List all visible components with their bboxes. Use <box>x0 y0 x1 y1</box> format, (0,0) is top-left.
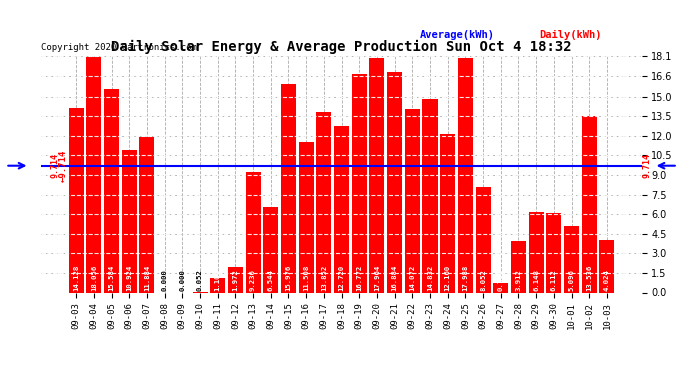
Text: 0.052: 0.052 <box>197 268 203 291</box>
Text: 16.884: 16.884 <box>392 264 397 291</box>
Text: 14.072: 14.072 <box>409 264 415 291</box>
Text: 6.112: 6.112 <box>551 268 557 291</box>
Text: 17.988: 17.988 <box>462 264 469 291</box>
Text: 5.096: 5.096 <box>569 268 575 291</box>
Text: 4.024: 4.024 <box>604 268 610 291</box>
Bar <box>369 58 384 292</box>
Bar <box>493 284 509 292</box>
Text: 12.160: 12.160 <box>444 264 451 291</box>
Bar <box>511 242 526 292</box>
Text: 14.128: 14.128 <box>73 264 79 291</box>
Bar <box>475 188 491 292</box>
Bar <box>316 112 331 292</box>
Bar <box>440 134 455 292</box>
Bar <box>121 150 137 292</box>
Text: 9.714: 9.714 <box>642 153 651 178</box>
Bar <box>458 58 473 292</box>
Text: 9.236: 9.236 <box>250 268 256 291</box>
Bar <box>564 226 579 292</box>
Bar <box>529 212 544 292</box>
Bar <box>582 116 597 292</box>
Text: Daily(kWh): Daily(kWh) <box>540 30 602 40</box>
Bar <box>299 142 314 292</box>
Text: 13.852: 13.852 <box>321 264 327 291</box>
Bar <box>264 207 278 292</box>
Bar <box>422 99 437 292</box>
Bar <box>405 109 420 292</box>
Text: 16.772: 16.772 <box>356 264 362 291</box>
Text: 0.700: 0.700 <box>497 268 504 291</box>
Bar <box>246 172 261 292</box>
Bar <box>210 278 225 292</box>
Text: 9.714: 9.714 <box>50 153 59 178</box>
Text: 6.544: 6.544 <box>268 268 274 291</box>
Text: 15.584: 15.584 <box>108 264 115 291</box>
Title: Daily Solar Energy & Average Production Sun Oct 4 18:32: Daily Solar Energy & Average Production … <box>111 39 572 54</box>
Text: 13.536: 13.536 <box>586 264 592 291</box>
Bar <box>334 126 349 292</box>
Text: 15.976: 15.976 <box>286 264 291 291</box>
Text: 6.148: 6.148 <box>533 268 539 291</box>
Text: 0.000: 0.000 <box>179 269 186 291</box>
Bar <box>104 89 119 292</box>
Bar <box>86 57 101 292</box>
Bar <box>600 240 614 292</box>
Bar <box>546 213 562 292</box>
Bar <box>69 108 83 292</box>
Text: 0.000: 0.000 <box>161 269 168 291</box>
Text: ←9.714: ←9.714 <box>59 150 68 182</box>
Bar <box>352 74 367 292</box>
Text: 17.964: 17.964 <box>374 264 380 291</box>
Text: 18.056: 18.056 <box>91 264 97 291</box>
Bar <box>228 267 243 292</box>
Text: Average(kWh): Average(kWh) <box>420 30 495 40</box>
Text: Copyright 2020 Cartronics.com: Copyright 2020 Cartronics.com <box>41 42 197 51</box>
Text: 11.884: 11.884 <box>144 264 150 291</box>
Bar <box>139 137 155 292</box>
Text: 1.972: 1.972 <box>233 268 239 291</box>
Text: 11.508: 11.508 <box>303 264 309 291</box>
Text: 3.912: 3.912 <box>515 268 522 291</box>
Text: 10.924: 10.924 <box>126 264 132 291</box>
Text: 14.832: 14.832 <box>427 264 433 291</box>
Text: 12.720: 12.720 <box>339 264 344 291</box>
Bar <box>387 72 402 292</box>
Text: 8.052: 8.052 <box>480 268 486 291</box>
Text: 1.100: 1.100 <box>215 268 221 291</box>
Bar <box>281 84 296 292</box>
